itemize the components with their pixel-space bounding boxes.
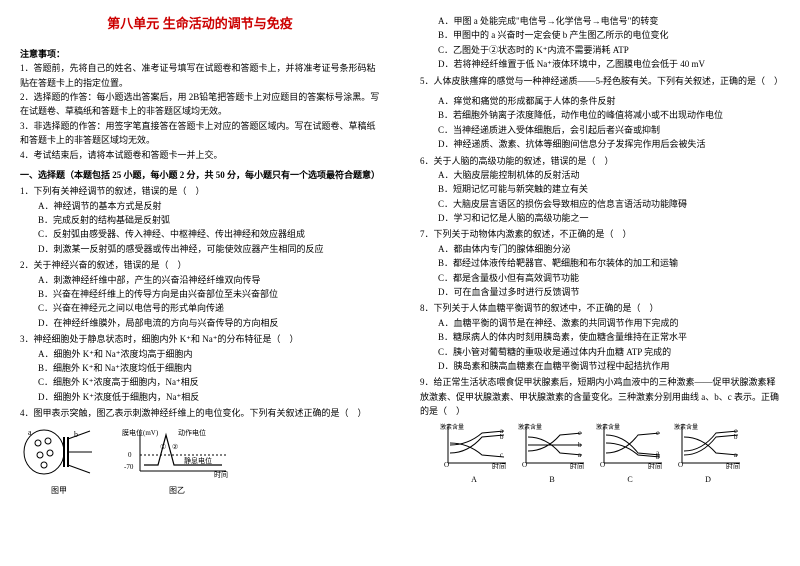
chart-d-label: D (672, 474, 744, 487)
svg-text:b: b (74, 430, 78, 439)
page-root: 第八单元 生命活动的调节与免疫 注意事项： 1．答题前，先将自己的姓名、准考证号… (0, 0, 800, 566)
q4-opt-a: A．甲图 a 处能完成"电信号→化学信号→电信号"的转变 (438, 14, 780, 28)
q5-opt-d: D．神经递质、激素、抗体等细胞间信息分子发挥完作用后会被失活 (438, 137, 780, 151)
figure-a-caption: 图甲 (20, 485, 98, 498)
q7-opt-a: A．都由体内专门的腺体细胞分泌 (438, 242, 780, 256)
q2-opt-b: B．兴奋在神经纤维上的传导方向是由兴奋部位至未兴奋部位 (38, 287, 380, 301)
charts-row: a b c 激素含量 O 时间 A c b (438, 423, 780, 487)
y-axis-label: 膜电位(mV) (122, 428, 159, 437)
svg-text:O: O (522, 461, 527, 469)
q5-opt-c: C．当神经递质进入受体细胞后，会引起后者兴奋或抑制 (438, 123, 780, 137)
q3-opt-c: C．细胞外 K⁺浓度高于细胞内，Na⁺相反 (38, 375, 380, 389)
chart-a: a b c 激素含量 O 时间 A (438, 423, 510, 487)
notice-4: 4．考试结束后，请将本试题卷和答题卡一并上交。 (20, 148, 380, 162)
svg-text:时间: 时间 (648, 462, 662, 469)
svg-text:b: b (500, 433, 504, 441)
q7-opt-d: D．可在血含量过多时进行反馈调节 (438, 285, 780, 299)
q8-opt-a: A．血糖平衡的调节是在神经、激素的共同调节作用下完成的 (438, 316, 780, 330)
svg-text:时间: 时间 (726, 462, 740, 469)
svg-text:a: a (28, 428, 32, 437)
svg-text:c: c (578, 429, 581, 437)
part1-heading: 一、选择题（本题包括 25 小题，每小题 2 分，共 50 分，每小题只有一个选… (20, 168, 380, 182)
q5-opt-a: A．痒觉和痛觉的形成都属于人体的条件反射 (438, 94, 780, 108)
svg-text:激素含量: 激素含量 (596, 423, 620, 431)
question-4: 4．图甲表示突触，图乙表示刺激神经纤维上的电位变化。下列有关叙述正确的是（ ） (20, 406, 380, 420)
svg-text:激素含量: 激素含量 (674, 423, 698, 431)
peak-label: 动作电位 (178, 428, 206, 437)
svg-text:O: O (678, 461, 683, 469)
q3-opt-a: A．细胞外 K⁺和 Na⁺浓度均高于细胞内 (38, 347, 380, 361)
q8-opt-d: D．胰岛素和胰高血糖素在血糖平衡调节过程中起拮抗作用 (438, 359, 780, 373)
svg-text:O: O (444, 461, 449, 469)
q2-opt-d: D．在神经纤维膜外，局部电流的方向与兴奋传导的方向相反 (38, 316, 380, 330)
chart-a-label: A (438, 474, 510, 487)
q1-opt-d: D．刺激某一反射弧的感受器或传出神经，可能使效应器产生相同的反应 (38, 242, 380, 256)
potential-graph: 膜电位(mV) 动作电位 静息电位 0 -70 ① ② 时间 (122, 425, 232, 479)
question-8: 8．下列关于人体血糖平衡调节的叙述中，不正确的是（ ） (420, 301, 780, 315)
q3-opt-b: B．细胞外 K⁺和 Na⁺浓度均低于细胞内 (38, 361, 380, 375)
q8-opt-c: C．胰小管对葡萄糖的重吸收是通过体内升血糖 ATP 完成的 (438, 345, 780, 359)
q6-opt-c: C．大脑皮层言语区的损伤会导致相应的信息言语活动功能障碍 (438, 197, 780, 211)
notice-1: 1．答题前，先将自己的姓名、准考证号填写在试题卷和答题卡上，并将准考证号条形码粘… (20, 61, 380, 90)
svg-text:c: c (500, 451, 503, 459)
svg-text:①: ① (160, 443, 166, 451)
synapse-diagram: a b (20, 425, 98, 479)
q4-opt-d: D．若将神经纤维置于低 Na⁺液体环境中，乙图膜电位会低于 40 mV (438, 57, 780, 71)
question-1: 1．下列有关神经调节的叙述，错误的是（ ） (20, 184, 380, 198)
chart-d: c b a 激素含量 O 时间 D (672, 423, 744, 487)
q7-opt-b: B．都经过体液传给靶器官、靶细胞和布尔装体的加工和运输 (438, 256, 780, 270)
q1-opt-a: A．神经调节的基本方式是反射 (38, 199, 380, 213)
svg-text:时间: 时间 (492, 462, 506, 469)
svg-text:b: b (734, 433, 738, 441)
q2-opt-a: A．刺激神经纤维中部，产生的兴奋沿神经纤维双向传导 (38, 273, 380, 287)
q6-opt-b: B．短期记忆可能与新突触的建立有关 (438, 182, 780, 196)
q8-opt-b: B．糖尿病人的体内时刻用胰岛素，使血糖含量维持在正常水平 (438, 330, 780, 344)
svg-text:激素含量: 激素含量 (518, 423, 542, 431)
q6-opt-a: A．大脑皮层能控制机体的反射活动 (438, 168, 780, 182)
q5-opt-b: B．若细胞外钠离子浓度降低，动作电位的峰值将减小或不出现动作电位 (438, 108, 780, 122)
notice-2: 2．选择题的作答：每小题选出答案后，用 2B铅笔把答题卡上对应题目的答案标号涂黑… (20, 90, 380, 119)
svg-text:时间: 时间 (570, 462, 584, 469)
question-3: 3．神经细胞处于静息状态时，细胞内外 K⁺和 Na⁺的分布特征是（ ） (20, 332, 380, 346)
chart-b-label: B (516, 474, 588, 487)
left-column: 第八单元 生命活动的调节与免疫 注意事项： 1．答题前，先将自己的姓名、准考证号… (0, 0, 400, 566)
svg-text:b: b (578, 441, 582, 449)
question-9: 9．给正常生活状态喂食促甲状腺素后，短期内小鸡血液中的三种激素——促甲状腺激素释… (420, 375, 780, 418)
chart-c-label: C (594, 474, 666, 487)
figure-b-wrap: 膜电位(mV) 动作电位 静息电位 0 -70 ① ② 时间 图乙 (122, 425, 232, 498)
figure-b-caption: 图乙 (122, 485, 232, 498)
q7-opt-c: C．都是含量极小但有高效调节功能 (438, 271, 780, 285)
svg-text:激素含量: 激素含量 (440, 423, 464, 431)
svg-text:-70: -70 (124, 463, 134, 471)
question-5: 5．人体皮肤瘙痒的感觉与一种神经递质——5-羟色胺有关。下列有关叙述，正确的是（… (420, 74, 780, 88)
q3-opt-d: D．细胞外 K⁺浓度低于细胞内，Na⁺相反 (38, 390, 380, 404)
q4-opt-c: C．乙图处于②状态时的 K⁺内流不需要消耗 ATP (438, 43, 780, 57)
figure-a-wrap: a b 图甲 (20, 425, 98, 498)
notice-heading: 注意事项： (20, 47, 380, 61)
svg-text:时间: 时间 (214, 470, 228, 479)
question-6: 6．关于人脑的高级功能的叙述，错误的是（ ） (420, 154, 780, 168)
svg-text:0: 0 (128, 451, 132, 459)
q2-opt-c: C．兴奋在神经元之间以电信号的形式单向传递 (38, 301, 380, 315)
notice-3: 3．非选择题的作答：用签字笔直接答在答题卡上对应的答题区域内。写在试题卷、草稿纸… (20, 119, 380, 148)
question-2: 2．关于神经兴奋的叙述，错误的是（ ） (20, 258, 380, 272)
unit-title: 第八单元 生命活动的调节与免疫 (20, 14, 380, 35)
svg-text:c: c (656, 429, 659, 437)
chart-c: c a b 激素含量 O 时间 C (594, 423, 666, 487)
q1-opt-c: C．反射弧由感受器、传入神经、中枢神经、传出神经和效应器组成 (38, 227, 380, 241)
question-7: 7．下列关于动物体内激素的叙述，不正确的是（ ） (420, 227, 780, 241)
q4-opt-b: B．甲图中的 a 兴奋时一定会使 b 产生图乙所示的电位变化 (438, 28, 780, 42)
chart-b: c b a 激素含量 O 时间 B (516, 423, 588, 487)
right-column: A．甲图 a 处能完成"电信号→化学信号→电信号"的转变 B．甲图中的 a 兴奋… (400, 0, 800, 566)
figures-row: a b 图甲 膜电位(mV) 动作电位 静息电位 0 -70 ① ② (20, 425, 380, 498)
svg-text:O: O (600, 461, 605, 469)
q1-opt-b: B．完成反射的结构基础是反射弧 (38, 213, 380, 227)
rest-label: 静息电位 (184, 456, 212, 465)
svg-text:②: ② (172, 443, 178, 451)
svg-text:b: b (656, 453, 660, 461)
q6-opt-d: D．学习和记忆是人脑的高级功能之一 (438, 211, 780, 225)
